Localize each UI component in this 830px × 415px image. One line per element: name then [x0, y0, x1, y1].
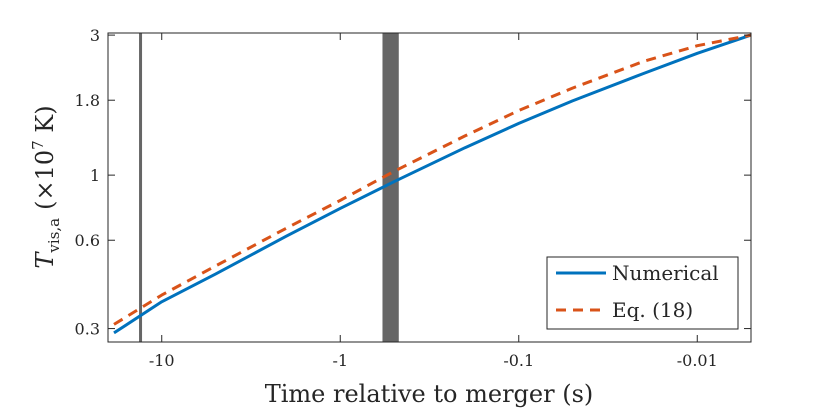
x-tick-label-3: -0.01 — [677, 351, 718, 370]
plot-area-frame — [107, 32, 752, 343]
x-axis-title: Time relative to merger (s) — [265, 380, 594, 408]
y-axis-subscript: vis,a — [45, 218, 63, 254]
x-tick-label-2: -0.1 — [503, 351, 534, 370]
y-axis-unit-suffix: K) — [31, 105, 59, 140]
y-tick-label-4: 3 — [90, 26, 100, 45]
y-tick-label-2: 1 — [90, 166, 100, 185]
x-tick-label-0: -10 — [149, 351, 175, 370]
vertical-bands — [139, 33, 399, 342]
vertical-band-1 — [382, 33, 399, 342]
y-tick-label-3: 1.8 — [75, 91, 100, 110]
y-axis-ticks: 0.3 0.6 1 1.8 3 — [75, 26, 751, 339]
legend-label-numerical: Numerical — [612, 261, 719, 285]
series-layer — [113, 33, 752, 335]
y-axis-symbol: T — [31, 251, 59, 269]
legend-label-eq18: Eq. (18) — [612, 298, 693, 322]
series-line-numerical — [113, 33, 752, 335]
y-axis-unit-prefix: (×10 — [31, 150, 59, 210]
x-axis-ticks: -10 -1 -0.1 -0.01 — [149, 33, 718, 370]
y-axis-unit-exponent: 7 — [29, 140, 47, 150]
x-tick-label-1: -1 — [332, 351, 348, 370]
vertical-band-0 — [139, 33, 143, 342]
legend-box — [546, 256, 739, 330]
series-line-eq18 — [113, 33, 752, 326]
y-tick-label-0: 0.3 — [75, 320, 100, 339]
y-axis-title: Tvis,a (×107 K) — [29, 105, 63, 268]
legend: Numerical Eq. (18) — [546, 256, 739, 330]
y-tick-label-1: 0.6 — [75, 231, 100, 250]
